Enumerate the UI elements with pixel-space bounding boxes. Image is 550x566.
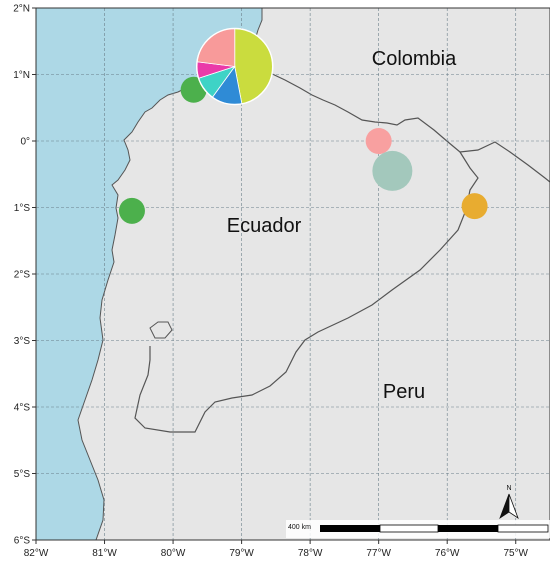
y-tick-label: 4°S: [14, 403, 31, 414]
x-tick-label: 80°W: [161, 548, 186, 559]
svg-text:N: N: [506, 485, 511, 492]
sample-point: [365, 128, 392, 154]
country-label-colombia: Colombia: [372, 48, 457, 70]
x-axis: 82°W 81°W 80°W 79°W 78°W 77°W 76°W 75°W: [24, 540, 529, 559]
country-label-ecuador: Ecuador: [227, 215, 302, 237]
border-ecuador-peru: [134, 151, 479, 433]
sample-points: [118, 76, 488, 224]
north-arrow-icon: N: [499, 485, 519, 520]
border-colombia-ecuador: [247, 71, 550, 183]
pie-marker: [195, 27, 274, 106]
y-tick-label: 6°S: [14, 536, 31, 547]
puna-island: [149, 321, 173, 339]
x-tick-label: 78°W: [298, 548, 323, 559]
y-tick-label: 2°S: [14, 270, 31, 281]
scale-bar: 400 km: [286, 520, 550, 538]
x-tick-label: 81°W: [92, 548, 117, 559]
x-tick-label: 79°W: [229, 548, 254, 559]
x-tick-label: 75°W: [503, 548, 528, 559]
y-tick-label: 1°S: [14, 203, 31, 214]
sample-point: [461, 193, 488, 220]
scale-bar-label: 400 km: [288, 524, 311, 531]
y-tick-label: 5°S: [14, 469, 31, 480]
x-tick-label: 77°W: [366, 548, 391, 559]
y-axis: 2°N 1°N 0° 1°S 2°S 3°S 4°S 5°S 6°S: [13, 4, 36, 547]
y-tick-label: 3°S: [14, 336, 31, 347]
sample-point: [118, 197, 145, 224]
y-tick-label: 1°N: [13, 70, 30, 81]
y-tick-label: 2°N: [13, 4, 30, 15]
graticule: [36, 8, 550, 540]
x-tick-label: 76°W: [435, 548, 460, 559]
sample-point: [372, 150, 413, 191]
country-label-peru: Peru: [383, 381, 425, 403]
x-tick-label: 82°W: [24, 548, 49, 559]
pie-outline: [195, 27, 274, 106]
y-tick-label: 0°: [20, 137, 30, 148]
